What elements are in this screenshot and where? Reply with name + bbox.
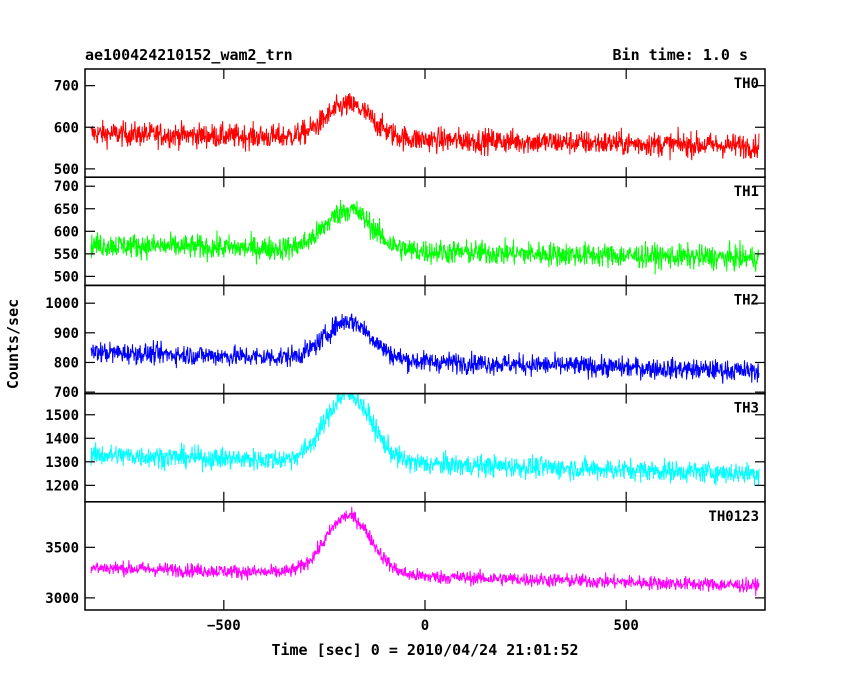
series-th3 (90, 392, 760, 487)
y-tick-label: 1000 (45, 296, 79, 312)
panel-label-th0: TH0 (734, 76, 759, 92)
panel-frame-th2 (84, 284, 766, 395)
y-tick-label: 1200 (45, 478, 79, 494)
y-tick-label: 700 (54, 385, 79, 401)
y-tick-label: 650 (54, 202, 79, 218)
y-tick-label: 800 (54, 355, 79, 371)
x-tick-label: −500 (207, 618, 241, 634)
y-tick-label: 1500 (45, 408, 79, 424)
y-tick-label: 550 (54, 247, 79, 263)
y-tick-label: 1300 (45, 455, 79, 471)
panel-frame-th1 (84, 176, 766, 287)
y-tick-label: 700 (54, 179, 79, 195)
series-th2 (90, 313, 760, 384)
y-tick-label: 900 (54, 326, 79, 342)
y-tick-label: 500 (54, 269, 79, 285)
panel-label-th0123: TH0123 (708, 509, 759, 525)
panels-group: 500 600 700 TH0 500 550 600 650 700 TH1 700 800 900 1… (45, 68, 766, 634)
panel-frame-th3 (84, 392, 766, 503)
y-tick-label: 600 (54, 224, 79, 240)
y-tick-label: 3500 (45, 540, 79, 556)
plot-title: ae100424210152_wam2_trn (85, 46, 293, 64)
panel-frame-th0 (84, 68, 766, 178)
x-tick-label: 0 (421, 618, 429, 634)
y-tick-label: 3000 (45, 591, 79, 607)
y-tick-label: 700 (54, 79, 79, 95)
panel-label-th3: TH3 (734, 401, 759, 417)
y-tick-label: 500 (54, 162, 79, 178)
panel-frame-th0123 (84, 501, 766, 611)
x-axis-label: Time [sec] 0 = 2010/04/24 21:01:52 (271, 641, 578, 659)
x-tick-label: 500 (614, 618, 639, 634)
series-th0 (90, 93, 760, 161)
bin-time-label: Bin time: 1.0 s (613, 46, 748, 64)
series-th0123 (90, 506, 760, 597)
panel-label-th2: TH2 (734, 292, 759, 308)
y-axis-label: Counts/sec (4, 299, 22, 389)
y-tick-label: 1400 (45, 431, 79, 447)
y-tick-label: 600 (54, 120, 79, 136)
series-th1 (90, 199, 760, 275)
panel-label-th1: TH1 (734, 184, 759, 200)
